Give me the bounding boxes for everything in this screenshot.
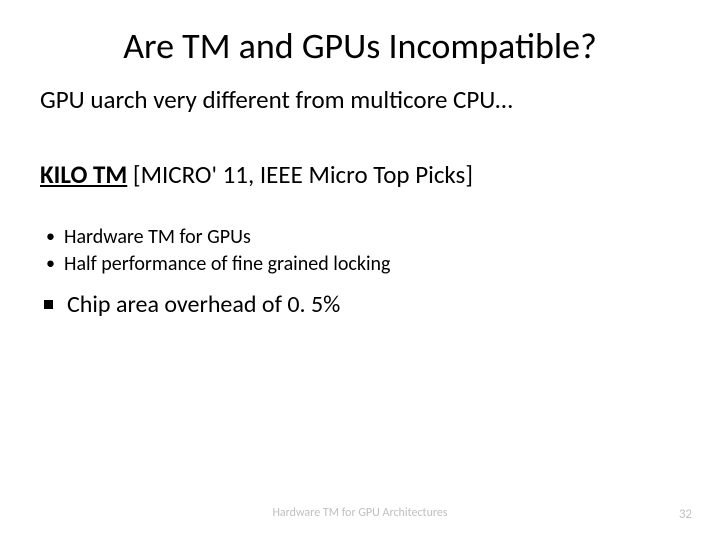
slide: Are TM and GPUs Incompatible? GPU uarch … <box>0 0 720 540</box>
kilo-line: KILO TM [MICRO' 11, IEEE Micro Top Picks… <box>40 159 680 190</box>
footer-text: Hardware TM for GPU Architectures <box>0 506 720 520</box>
slide-subtitle: GPU uarch very different from multicore … <box>40 84 680 115</box>
list-item: Half performance of fine grained locking <box>40 251 680 278</box>
bullet-list: Hardware TM for GPUs Half performance of… <box>40 224 680 278</box>
kilo-label: KILO TM <box>40 159 127 190</box>
kilo-rest: [MICRO' 11, IEEE Micro Top Picks] <box>127 159 473 190</box>
slide-title: Are TM and GPUs Incompatible? <box>40 24 680 68</box>
square-bullet-row: Chip area overhead of 0. 5% <box>40 290 680 319</box>
square-bullet-icon <box>44 300 53 309</box>
page-number: 32 <box>679 507 692 522</box>
list-item: Hardware TM for GPUs <box>40 224 680 251</box>
square-bullet-text: Chip area overhead of 0. 5% <box>67 290 340 319</box>
